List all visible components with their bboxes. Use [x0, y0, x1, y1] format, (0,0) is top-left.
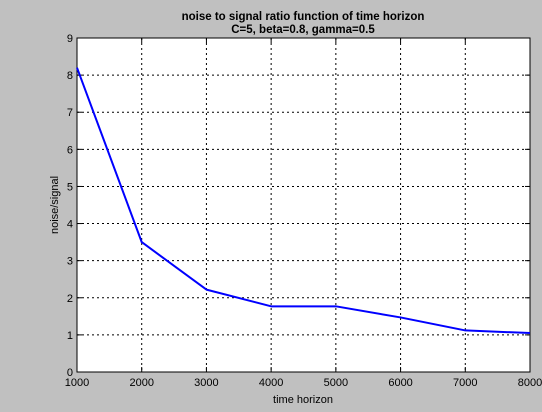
axes-background [77, 38, 530, 372]
series-layer [76, 67, 531, 335]
x-tick-labels: 1000 2000 3000 4000 5000 6000 7000 8000 [65, 377, 542, 389]
chart-title: noise to signal ratio function of time h… [182, 11, 425, 23]
x-tick-label: 7000 [453, 377, 477, 389]
y-tick-label: 9 [67, 33, 73, 45]
series-line-1 [76, 67, 531, 335]
y-tick-label: 0 [67, 367, 73, 379]
y-tick-label: 4 [67, 219, 73, 231]
x-tick-label: 5000 [324, 377, 348, 389]
x-tick-label: 6000 [388, 377, 412, 389]
axes-frame [76, 37, 531, 373]
y-tick-label: 6 [67, 144, 73, 156]
y-tick-label: 8 [67, 70, 73, 82]
y-tick-label: 1 [67, 330, 73, 342]
y-tick-labels: 0 1 2 3 4 5 6 7 8 9 [67, 33, 73, 379]
x-tick-label: 1000 [65, 377, 89, 389]
x-tick-label: 8000 [518, 377, 542, 389]
grid-lines [77, 38, 530, 372]
x-tick-label: 4000 [259, 377, 283, 389]
y-tick-label: 3 [67, 256, 73, 268]
x-tick-label: 2000 [129, 377, 153, 389]
chart-subtitle: C=5, beta=0.8, gamma=0.5 [231, 24, 375, 36]
y-axis-label: noise/signal [49, 176, 61, 234]
x-axis-label: time horizon [273, 394, 333, 406]
y-tick-label: 7 [67, 107, 73, 119]
x-tick-label: 3000 [194, 377, 218, 389]
y-tick-label: 5 [67, 181, 73, 193]
y-tick-label: 2 [67, 293, 73, 305]
